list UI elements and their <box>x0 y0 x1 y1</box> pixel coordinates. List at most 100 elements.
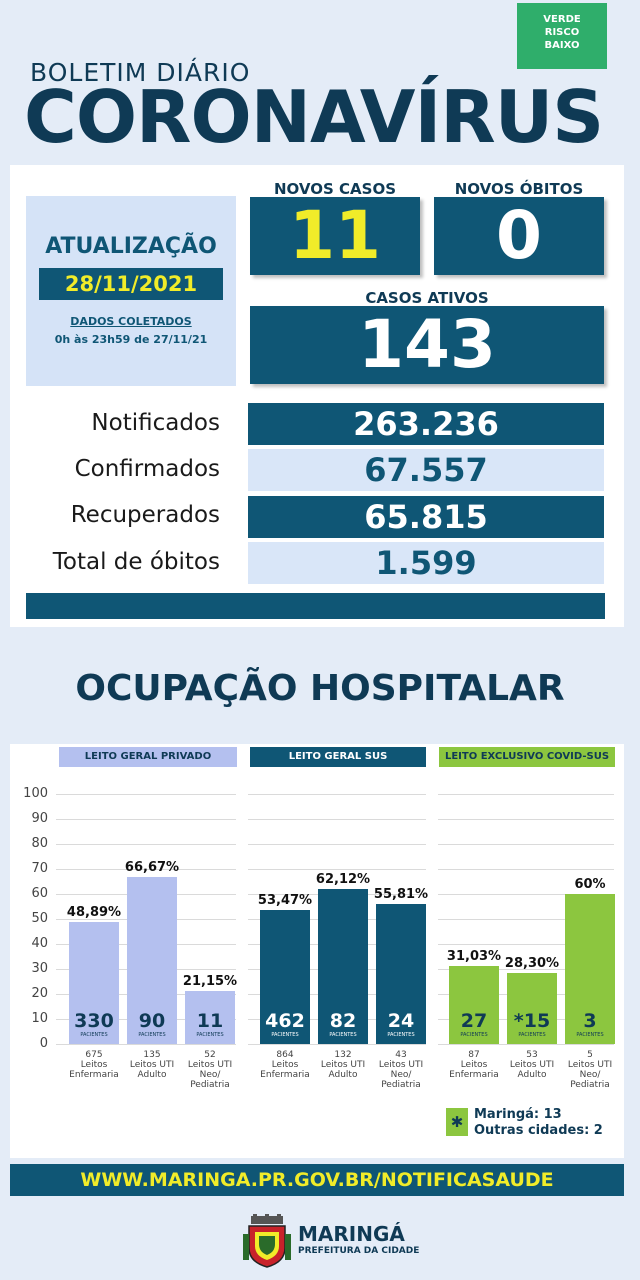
bar-bed-type: Leitos UTI Adulto <box>509 1060 555 1080</box>
chart-bar <box>127 877 177 1044</box>
bar-pacientes-caption: PACIENTES <box>80 1032 108 1038</box>
bar-patients-label: 90 <box>138 1010 166 1032</box>
bar-pacientes-caption: PACIENTES <box>460 1032 488 1038</box>
bar-bed-type: Leitos UTI Neo/ Pediatria <box>567 1060 613 1090</box>
casos-ativos-label: CASOS ATIVOS <box>365 289 489 307</box>
gridline <box>56 844 236 845</box>
y-tick-label: 20 <box>31 986 48 1001</box>
stat-label-obitos: Total de óbitos <box>52 549 220 575</box>
gridline <box>438 844 614 845</box>
gridline <box>438 919 614 920</box>
coat-of-arms-icon <box>243 1214 291 1268</box>
bar-beds-count: 864 <box>276 1050 294 1060</box>
risk-line-2: RISCO <box>544 27 580 38</box>
legend-line-2: Outras cidades: 2 <box>474 1123 603 1138</box>
gridline <box>438 1044 614 1045</box>
bar-patients-label: 330 <box>74 1010 114 1032</box>
chart-bar <box>565 894 615 1044</box>
footer-url[interactable]: WWW.MARINGA.PR.GOV.BR/NOTIFICASAUDE <box>10 1164 624 1196</box>
gridline <box>438 819 614 820</box>
risk-line-3: BAIXO <box>544 40 580 51</box>
y-tick-label: 100 <box>23 786 48 801</box>
novos-obitos-label: NOVOS ÓBITOS <box>454 180 584 198</box>
chart-group-header: LEITO EXCLUSIVO COVID-SUS <box>439 747 615 767</box>
chart-group-header: LEITO GERAL PRIVADO <box>59 747 237 767</box>
bar-beds-count: 675 <box>85 1050 103 1060</box>
bar-percent-label: 53,47% <box>257 893 313 909</box>
bar-bed-type: Leitos UTI Adulto <box>129 1060 175 1080</box>
stat-label-recuperados: Recuperados <box>70 502 220 528</box>
y-tick-label: 0 <box>39 1036 48 1051</box>
bar-patients-label: 82 <box>329 1010 357 1032</box>
bar-beds-count: 135 <box>143 1050 161 1060</box>
bar-percent-label: 62,12% <box>315 871 371 887</box>
novos-casos-label: NOVOS CASOS <box>274 180 396 198</box>
gridline <box>438 944 614 945</box>
bar-percent-label: 55,81% <box>373 887 429 903</box>
y-tick-label: 50 <box>31 911 48 926</box>
asterisk-icon: ✱ <box>446 1108 468 1136</box>
chart-bar <box>318 888 368 1044</box>
stat-value-confirmados: 67.557 <box>248 449 604 491</box>
y-tick-label: 70 <box>31 861 48 876</box>
stat-label-confirmados: Confirmados <box>74 456 220 482</box>
bar-pacientes-caption: PACIENTES <box>271 1032 299 1038</box>
chart-bar <box>507 973 557 1044</box>
bar-bed-type: Leitos Enfermaria <box>69 1060 119 1080</box>
bar-pacientes-caption: PACIENTES <box>387 1032 415 1038</box>
gridline <box>248 869 426 870</box>
stats-divider-bar <box>26 593 605 619</box>
bar-percent-label: 48,89% <box>66 904 122 920</box>
bar-beds-count: 87 <box>468 1050 480 1060</box>
bar-pacientes-caption: PACIENTES <box>138 1032 166 1038</box>
chart-bar <box>260 910 310 1044</box>
bar-patients-label: 3 <box>583 1010 597 1032</box>
bar-patients-label: 462 <box>265 1010 305 1032</box>
gridline <box>56 1044 236 1045</box>
gridline <box>248 844 426 845</box>
gridline <box>438 969 614 970</box>
casos-ativos-value: 143 <box>250 306 604 384</box>
gridline <box>248 819 426 820</box>
bar-pacientes-caption: PACIENTES <box>518 1032 546 1038</box>
bar-beds-count: 53 <box>526 1050 538 1060</box>
risk-badge: VERDE RISCO BAIXO <box>517 3 607 69</box>
novos-casos-value: 11 <box>250 197 420 275</box>
update-box: ATUALIZAÇÃO 28/11/2021 DADOS COLETADOS 0… <box>26 196 236 386</box>
y-tick-label: 80 <box>31 836 48 851</box>
bar-beds-count: 43 <box>395 1050 407 1060</box>
update-date: 28/11/2021 <box>39 268 223 300</box>
gridline <box>438 869 614 870</box>
y-tick-label: 90 <box>31 811 48 826</box>
y-tick-label: 60 <box>31 886 48 901</box>
bar-percent-label: 21,15% <box>182 974 238 990</box>
gridline <box>248 1044 426 1045</box>
y-tick-label: 30 <box>31 961 48 976</box>
legend-line-1: Maringá: 13 <box>474 1107 562 1122</box>
bar-bed-type: Leitos UTI Neo/ Pediatria <box>378 1060 424 1090</box>
brand-name: MARINGÁ <box>298 1222 405 1246</box>
bar-patients-label: 27 <box>460 1010 488 1032</box>
brand-sub: PREFEITURA DA CIDADE <box>298 1246 420 1256</box>
bar-beds-count: 52 <box>204 1050 216 1060</box>
bar-bed-type: Leitos Enfermaria <box>260 1060 310 1080</box>
update-title: ATUALIZAÇÃO <box>45 234 217 259</box>
bulletin-label: BOLETIM DIÁRIO <box>30 58 251 87</box>
chart-group-header: LEITO GERAL SUS <box>250 747 426 767</box>
gridline <box>56 794 236 795</box>
page-title: CORONAVÍRUS <box>24 75 604 159</box>
bar-pacientes-caption: PACIENTES <box>196 1032 224 1038</box>
gridline <box>248 794 426 795</box>
bar-bed-type: Leitos UTI Neo/ Pediatria <box>187 1060 233 1090</box>
bar-beds-count: 132 <box>334 1050 352 1060</box>
stat-label-notificados: Notificados <box>91 410 220 436</box>
bar-bed-type: Leitos Enfermaria <box>449 1060 499 1080</box>
bar-percent-label: 28,30% <box>504 956 560 972</box>
stat-value-notificados: 263.236 <box>248 403 604 445</box>
y-tick-label: 40 <box>31 936 48 951</box>
bar-pacientes-caption: PACIENTES <box>576 1032 604 1038</box>
stat-value-recuperados: 65.815 <box>248 496 604 538</box>
update-dados-label: DADOS COLETADOS <box>70 315 192 328</box>
bar-patients-label: 11 <box>196 1010 224 1032</box>
gridline <box>438 794 614 795</box>
